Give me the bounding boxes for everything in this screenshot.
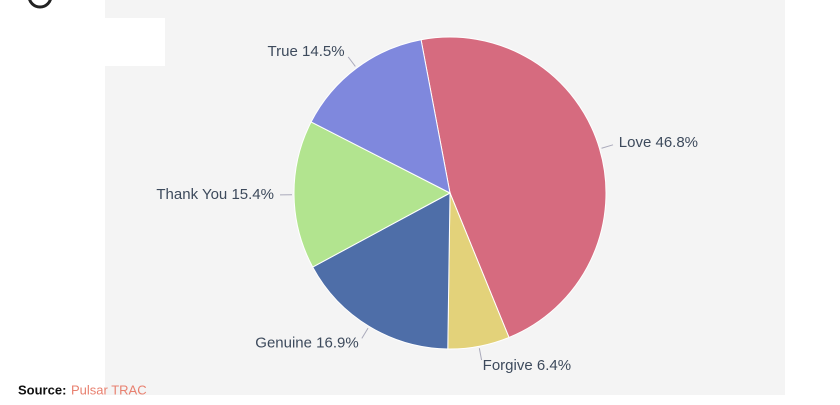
data-label: Thank You 15.4% <box>156 186 274 203</box>
source-name: Pulsar TRAC <box>71 382 147 397</box>
data-label: Genuine 16.9% <box>255 334 358 351</box>
data-label-category: Genuine <box>255 334 312 351</box>
data-label: Love 46.8% <box>619 134 698 151</box>
logo-icon <box>29 0 51 7</box>
data-label-category: Love <box>619 134 652 151</box>
data-label-value: 46.8% <box>655 134 698 151</box>
data-label-value: 16.9% <box>316 334 359 351</box>
data-label-category: True <box>268 43 298 60</box>
data-label-category: Thank You <box>156 186 227 203</box>
data-label-value: 14.5% <box>302 43 345 60</box>
data-label: True 14.5% <box>268 43 345 60</box>
data-label: Forgive 6.4% <box>483 357 571 374</box>
data-label-value: 6.4% <box>537 357 571 374</box>
data-label-value: 15.4% <box>231 186 274 203</box>
source-label: Source: <box>18 382 66 397</box>
data-label-category: Forgive <box>483 357 533 374</box>
overlay-box <box>20 18 165 66</box>
